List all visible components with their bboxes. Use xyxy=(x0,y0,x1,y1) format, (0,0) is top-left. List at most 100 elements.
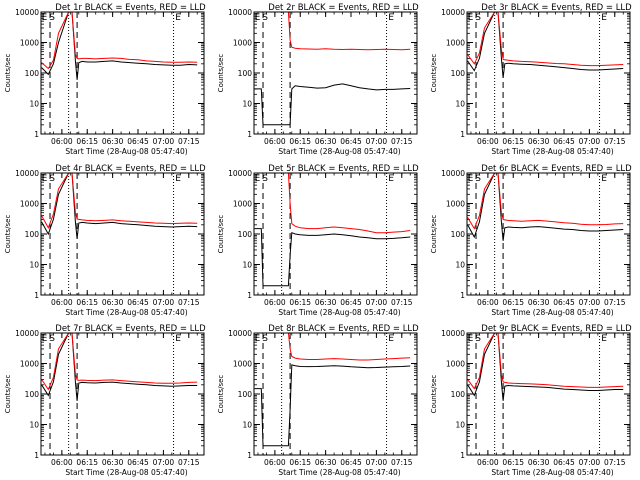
y-tick-label: 10 xyxy=(455,261,465,270)
y-tick-label: 1 xyxy=(34,451,39,460)
y-axis-title: Counts/sec xyxy=(430,215,438,254)
event-marker-label: E xyxy=(388,174,394,184)
lld-series-line xyxy=(467,333,624,390)
y-tick-label: 10000 xyxy=(441,329,465,338)
event-marker-label: E xyxy=(468,174,474,184)
y-tick-label: 100 xyxy=(451,390,466,399)
plot-frame xyxy=(466,172,631,296)
y-tick-label: 1 xyxy=(460,130,465,139)
event-marker-label: S xyxy=(262,13,268,23)
y-tick-label: 10 xyxy=(29,100,39,109)
x-tick-label: 06:15 xyxy=(289,458,311,467)
chart-title: Det 2r BLACK = Events, RED = LLD xyxy=(268,3,419,13)
lld-series-line xyxy=(41,173,198,229)
plot-frame xyxy=(466,332,631,456)
lld-series-line xyxy=(467,173,624,230)
y-tick-label: 100 xyxy=(451,230,466,239)
chart-title: Det 9r BLACK = Events, RED = LLD xyxy=(481,324,632,334)
x-axis-title: Start Time (28-Aug-08 05:47:40) xyxy=(491,147,613,156)
x-tick-label: 06:30 xyxy=(528,458,550,467)
chart-title: Det 5r BLACK = Events, RED = LLD xyxy=(268,164,419,174)
y-tick-label: 1000 xyxy=(20,360,39,369)
lld-series-line xyxy=(254,333,411,361)
x-axis-title: Start Time (28-Aug-08 05:47:40) xyxy=(65,308,187,317)
event-marker-label: S xyxy=(262,174,268,184)
y-tick-label: 10000 xyxy=(15,329,39,338)
x-tick-label: 06:45 xyxy=(340,137,362,146)
x-tick-label: 06:15 xyxy=(76,298,98,307)
y-tick-label: 1 xyxy=(247,451,252,460)
event-marker-label: E xyxy=(42,13,48,23)
x-tick-label: 06:45 xyxy=(127,137,149,146)
x-tick-label: 07:15 xyxy=(178,137,200,146)
lld-series-line xyxy=(41,12,198,70)
x-tick-label: 06:15 xyxy=(502,458,524,467)
y-tick-label: 100 xyxy=(238,230,253,239)
chart-title: Det 1r BLACK = Events, RED = LLD xyxy=(55,3,206,13)
y-tick-label: 1000 xyxy=(446,39,465,48)
event-marker-label: S xyxy=(49,174,55,184)
x-tick-label: 06:45 xyxy=(127,458,149,467)
y-tick-label: 1000 xyxy=(20,200,39,209)
x-tick-label: 07:00 xyxy=(579,458,601,467)
events-series-line xyxy=(254,228,411,287)
y-tick-label: 10 xyxy=(242,100,252,109)
chart-panel-5: Det 5r BLACK = Events, RED = LLD Counts/s… xyxy=(217,164,419,317)
y-axis-title: Counts/sec xyxy=(430,375,438,414)
x-tick-label: 06:00 xyxy=(264,458,286,467)
event-marker-label: E xyxy=(255,13,261,23)
x-tick-label: 06:30 xyxy=(102,298,124,307)
y-tick-label: 10000 xyxy=(441,8,465,17)
y-tick-label: 1 xyxy=(34,291,39,300)
x-tick-label: 07:15 xyxy=(604,298,626,307)
x-tick-label: 06:45 xyxy=(127,298,149,307)
y-tick-label: 100 xyxy=(238,390,253,399)
y-tick-label: 1 xyxy=(460,451,465,460)
y-axis-title: Counts/sec xyxy=(4,54,12,93)
x-axis-title: Start Time (28-Aug-08 05:47:40) xyxy=(491,308,613,317)
y-tick-label: 100 xyxy=(451,69,466,78)
chart-panel-1: Det 1r BLACK = Events, RED = LLD Counts/s… xyxy=(4,3,206,156)
chart-panel-2: Det 2r BLACK = Events, RED = LLD Counts/s… xyxy=(217,3,419,156)
events-series-line xyxy=(41,12,198,80)
lld-series-line xyxy=(254,12,411,51)
x-tick-label: 06:00 xyxy=(477,137,499,146)
event-marker-label: E xyxy=(42,334,48,344)
x-tick-label: 07:00 xyxy=(153,458,175,467)
x-tick-label: 07:00 xyxy=(153,137,175,146)
x-tick-label: 06:30 xyxy=(315,137,337,146)
plot-frame xyxy=(253,172,418,296)
event-marker-label: E xyxy=(468,334,474,344)
events-series-line xyxy=(254,364,411,447)
x-tick-label: 06:30 xyxy=(528,298,550,307)
y-tick-label: 1 xyxy=(460,291,465,300)
y-tick-label: 10 xyxy=(455,100,465,109)
event-marker-label: E xyxy=(175,13,181,23)
chart-panel-4: Det 4r BLACK = Events, RED = LLD Counts/s… xyxy=(4,164,206,317)
x-tick-label: 06:45 xyxy=(553,137,575,146)
y-tick-label: 1 xyxy=(34,130,39,139)
chart-panel-9: Det 9r BLACK = Events, RED = LLD Counts/s… xyxy=(430,324,632,477)
y-tick-label: 10000 xyxy=(15,169,39,178)
x-tick-label: 06:45 xyxy=(340,298,362,307)
y-tick-label: 100 xyxy=(238,69,253,78)
x-tick-label: 07:15 xyxy=(178,298,200,307)
y-tick-label: 10 xyxy=(29,261,39,270)
event-marker-label: S xyxy=(475,174,481,184)
plot-frame xyxy=(466,11,631,135)
chart-title: Det 3r BLACK = Events, RED = LLD xyxy=(481,3,632,13)
x-tick-label: 06:30 xyxy=(102,137,124,146)
y-tick-label: 10000 xyxy=(228,329,252,338)
x-tick-label: 06:00 xyxy=(264,298,286,307)
y-axis-title: Counts/sec xyxy=(217,54,225,93)
plot-frame xyxy=(253,332,418,456)
x-tick-label: 06:00 xyxy=(477,458,499,467)
y-tick-label: 10 xyxy=(242,261,252,270)
event-marker-label: S xyxy=(475,334,481,344)
y-tick-label: 100 xyxy=(25,230,40,239)
x-tick-label: 07:00 xyxy=(153,298,175,307)
y-tick-label: 1000 xyxy=(446,200,465,209)
chart-title: Det 6r BLACK = Events, RED = LLD xyxy=(481,164,632,174)
event-marker-label: S xyxy=(475,13,481,23)
